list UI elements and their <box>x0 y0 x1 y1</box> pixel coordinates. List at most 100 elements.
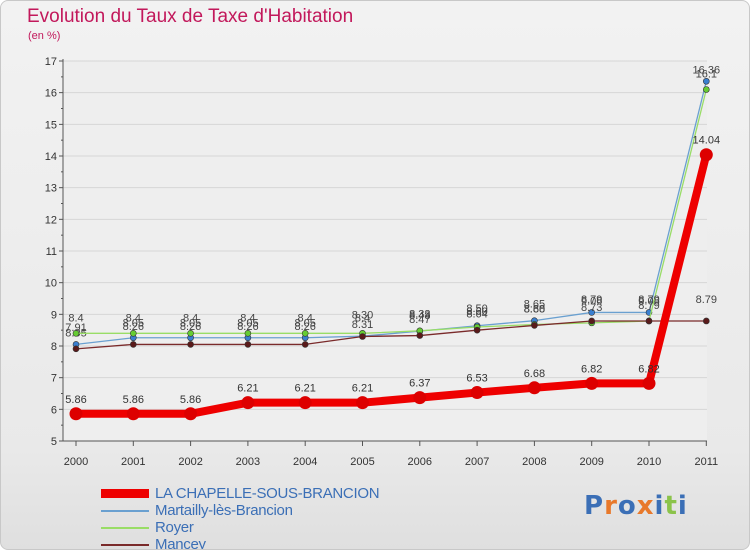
series-line <box>75 88 707 334</box>
data-point <box>702 77 710 85</box>
y-tick-label: 12 <box>45 214 57 226</box>
data-label: 8.79 <box>696 294 717 306</box>
y-tick-label: 13 <box>45 183 57 195</box>
data-label: 6.82 <box>581 363 602 375</box>
data-point <box>72 330 80 337</box>
data-label: 8.33 <box>409 309 430 321</box>
data-label: 8.68 <box>524 303 545 315</box>
logo-letter: o <box>617 491 637 521</box>
data-label: 6.21 <box>294 383 315 395</box>
x-tick-label: 2009 <box>579 456 603 468</box>
y-tick-label: 6 <box>51 404 57 416</box>
data-point <box>244 341 252 348</box>
legend: LA CHAPELLE-SOUS-BRANCION Martailly-lès-… <box>101 485 380 550</box>
legend-label: Mancey <box>155 536 206 550</box>
data-label: 8.50 <box>466 303 487 315</box>
data-point <box>702 317 710 325</box>
data-label: 16.36 <box>693 64 721 76</box>
data-label: 8.47 <box>409 314 430 326</box>
data-label: 9.06 <box>581 295 602 307</box>
legend-item-la-chapelle: LA CHAPELLE-SOUS-BRANCION <box>101 485 380 502</box>
x-tick-label: 2004 <box>293 456 317 468</box>
data-label: 8.31 <box>352 319 373 331</box>
data-label: 8.30 <box>352 310 373 322</box>
data-label: 5.86 <box>180 394 201 406</box>
x-tick-label: 2000 <box>64 456 88 468</box>
legend-swatch <box>101 489 149 498</box>
logo-letter: i <box>654 491 665 521</box>
data-label: 8.79 <box>638 300 659 312</box>
data-label: 8.73 <box>581 302 602 314</box>
x-tick-label: 2006 <box>408 456 432 468</box>
data-point <box>699 148 713 162</box>
chart-title: Evolution du Taux de Taxe d'Habitation <box>27 6 354 27</box>
data-label: 8.60 <box>466 306 487 318</box>
series-line <box>72 150 711 418</box>
data-label: 8.26 <box>123 321 144 333</box>
proxiti-logo: Proxiti <box>584 491 688 521</box>
data-label: 6.37 <box>409 378 430 390</box>
data-label: 8.05 <box>294 317 315 329</box>
x-tick-label: 2001 <box>121 456 145 468</box>
data-label: 8.05 <box>180 317 201 329</box>
x-tick-label: 2005 <box>350 456 374 468</box>
data-label: 5.86 <box>123 394 144 406</box>
data-point <box>531 322 538 329</box>
legend-label: LA CHAPELLE-SOUS-BRANCION <box>155 485 380 502</box>
data-point <box>588 309 596 316</box>
data-point <box>241 396 255 410</box>
data-point <box>588 317 596 325</box>
data-point <box>645 317 653 325</box>
x-tick-label: 2002 <box>178 456 202 468</box>
y-tick-label: 16 <box>45 88 57 100</box>
logo-letter: P <box>584 491 605 521</box>
data-point <box>413 391 427 405</box>
legend-label: Royer <box>155 519 194 536</box>
y-tick-label: 10 <box>45 278 57 290</box>
data-label: 8.79 <box>581 294 602 306</box>
data-point <box>126 407 140 421</box>
y-tick-label: 14 <box>45 151 57 163</box>
data-label: 8.05 <box>237 317 258 329</box>
data-point <box>473 326 481 334</box>
data-label: 8.64 <box>466 309 487 321</box>
data-label: 8.05 <box>123 317 144 329</box>
y-tick-label: 8 <box>51 341 57 353</box>
data-point <box>702 86 710 93</box>
y-axis-unit: (en %) <box>28 30 61 42</box>
y-tick-label: 5 <box>51 436 57 448</box>
data-label: 8.48 <box>409 310 430 322</box>
legend-swatch <box>101 543 149 546</box>
data-label: 6.21 <box>352 383 373 395</box>
data-label: 8.4 <box>126 312 141 324</box>
data-label: 8.4 <box>183 312 198 324</box>
y-tick-label: 17 <box>45 56 57 68</box>
y-tick-label: 9 <box>51 309 57 321</box>
logo-letter: t <box>664 491 678 521</box>
legend-label: Martailly-lès-Brancion <box>155 502 293 519</box>
legend-swatch <box>101 526 149 529</box>
data-label: 14.04 <box>693 135 721 147</box>
data-point <box>72 345 80 353</box>
x-tick-label: 2010 <box>637 456 661 468</box>
data-label: 8.26 <box>180 321 201 333</box>
x-tick-label: 2008 <box>522 456 546 468</box>
data-point <box>585 376 599 390</box>
data-label: 6.21 <box>237 383 258 395</box>
data-label: 8.26 <box>294 321 315 333</box>
data-point <box>527 381 541 395</box>
logo-letter: r <box>604 491 618 521</box>
legend-swatch <box>101 509 149 512</box>
logo-letter: x <box>636 491 655 521</box>
data-label: 6.68 <box>524 368 545 380</box>
data-label: 8.4 <box>240 312 255 324</box>
data-label: 5.86 <box>65 394 86 406</box>
data-label: 8.65 <box>524 298 545 310</box>
data-point <box>301 330 309 337</box>
series-line <box>75 320 707 350</box>
data-point <box>69 407 83 421</box>
y-tick-label: 7 <box>51 373 57 385</box>
x-tick-label: 2003 <box>236 456 260 468</box>
data-point <box>416 332 424 339</box>
